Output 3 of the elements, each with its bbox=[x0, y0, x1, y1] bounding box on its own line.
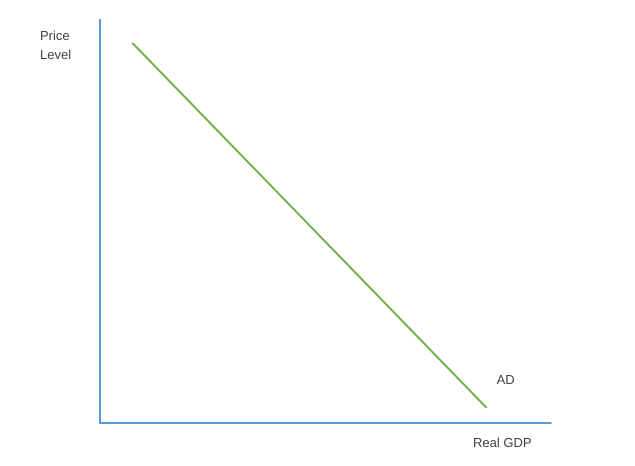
series-label: AD bbox=[496, 372, 515, 387]
y-axis-title: Price Level bbox=[40, 28, 72, 62]
x-axis-title: Real GDP bbox=[473, 435, 532, 450]
